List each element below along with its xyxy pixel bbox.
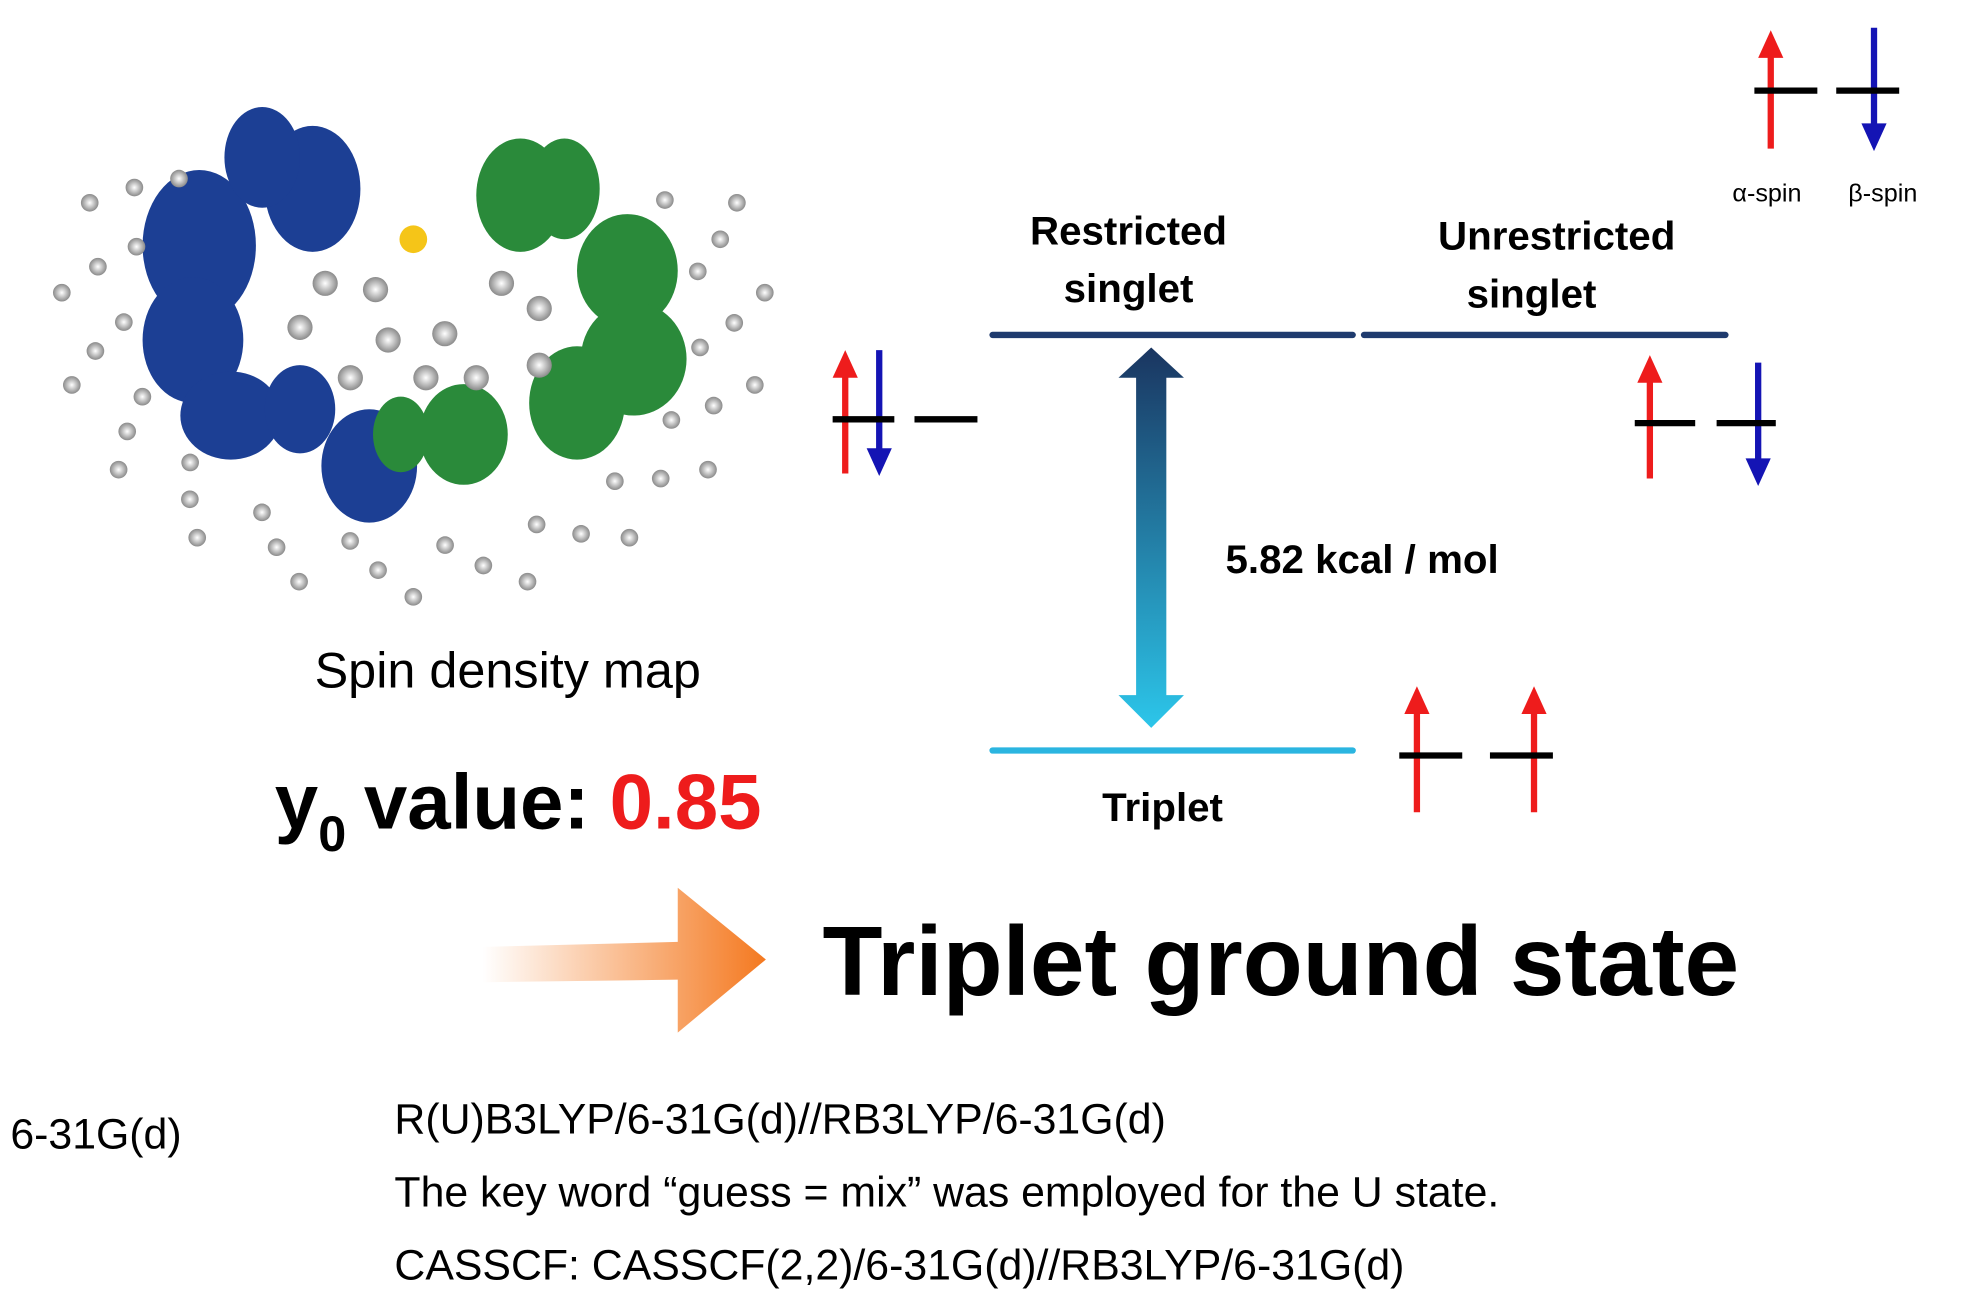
atom (170, 170, 188, 188)
y0-value: y0 value:0.85 (275, 758, 762, 863)
spin-arrows (833, 28, 1900, 812)
atom (134, 388, 152, 406)
atom (519, 573, 537, 591)
atom (432, 321, 457, 346)
state-label: Restricted (1030, 208, 1227, 253)
atom (652, 470, 670, 488)
energy-gap: 5.82 kcal / mol (1226, 537, 1499, 582)
atom (181, 490, 199, 508)
atom (63, 376, 81, 394)
spin-arrow-head (1637, 355, 1662, 383)
atom (756, 284, 774, 302)
y0-number: 0.85 (610, 758, 762, 846)
spin-lobe (265, 365, 336, 453)
atom (528, 516, 546, 534)
atom (572, 525, 590, 543)
atom (128, 238, 146, 256)
method-cut: 6-31G(d) (10, 1110, 181, 1158)
method-line: CASSCF: CASSCF(2,2)/6-31G(d)//RB3LYP/6-3… (394, 1241, 1404, 1289)
atom (313, 271, 338, 296)
atom (728, 194, 746, 212)
atom (413, 365, 438, 390)
atom (87, 342, 105, 360)
atom (181, 454, 199, 472)
atom (606, 472, 624, 490)
atom (268, 538, 286, 556)
atom (699, 461, 717, 479)
spin-arrow-head (1521, 686, 1546, 714)
spin-arrow-head (833, 350, 858, 378)
spin-lobe (529, 139, 600, 240)
atom (253, 504, 271, 522)
state-label: singlet (1064, 266, 1194, 311)
atom (691, 339, 709, 357)
atom (436, 536, 454, 554)
atom (527, 296, 552, 321)
y0-subscript: 0 (318, 805, 346, 862)
atom (663, 411, 681, 429)
spin-lobe (373, 397, 428, 473)
spin-arrow-head (1861, 123, 1886, 151)
atom (369, 561, 387, 579)
atom (89, 258, 107, 276)
page: Spin density map y0 value:0.85 α-spin β-s… (0, 0, 1970, 1297)
y0-label: y (275, 758, 318, 846)
atom (376, 327, 401, 352)
conclusion: Triplet ground state (823, 906, 1740, 1016)
state-label: Triplet (1102, 785, 1223, 830)
method-line: R(U)B3LYP/6-31G(d)//RB3LYP/6-31G(d) (394, 1095, 1165, 1143)
atom (475, 557, 493, 575)
atom (290, 573, 308, 591)
atom (527, 353, 552, 378)
atom (188, 529, 206, 547)
atom (725, 314, 743, 332)
atom (621, 529, 639, 547)
atom (656, 191, 674, 209)
spin-density-molecule (53, 107, 774, 606)
spin-lobe (224, 107, 300, 208)
spin-arrow-head (867, 448, 892, 476)
atom (81, 194, 99, 212)
caption: Spin density map (315, 642, 701, 699)
legend-alpha: α-spin (1732, 179, 1801, 207)
method-line: The key word “guess = mix” was employed … (394, 1168, 1499, 1216)
atom (711, 230, 729, 248)
spin-lobe (420, 384, 508, 485)
atom (399, 225, 427, 253)
slide: Spin density map y0 value:0.85 α-spin β-s… (0, 0, 1970, 1297)
atom (689, 263, 707, 281)
state-label: Unrestricted (1438, 213, 1675, 258)
atom (115, 313, 133, 331)
spin-arrow-head (1758, 30, 1783, 58)
legend-beta: β-spin (1848, 179, 1917, 207)
atom (118, 423, 136, 441)
atom (338, 365, 363, 390)
state-label: singlet (1467, 271, 1597, 316)
atom (464, 365, 489, 390)
atom (705, 397, 723, 415)
conclusion-arrow (483, 888, 766, 1033)
spin-arrow-head (1404, 686, 1429, 714)
atom (126, 179, 144, 197)
atom (341, 532, 359, 550)
spin-arrow-head (1746, 458, 1771, 486)
atom (489, 271, 514, 296)
atom (404, 588, 422, 606)
atom (287, 315, 312, 340)
atom (746, 376, 764, 394)
atom (363, 277, 388, 302)
gap-arrow (1118, 348, 1183, 728)
y0-text: value: (364, 758, 590, 846)
atom (110, 461, 128, 479)
atom (53, 284, 71, 302)
